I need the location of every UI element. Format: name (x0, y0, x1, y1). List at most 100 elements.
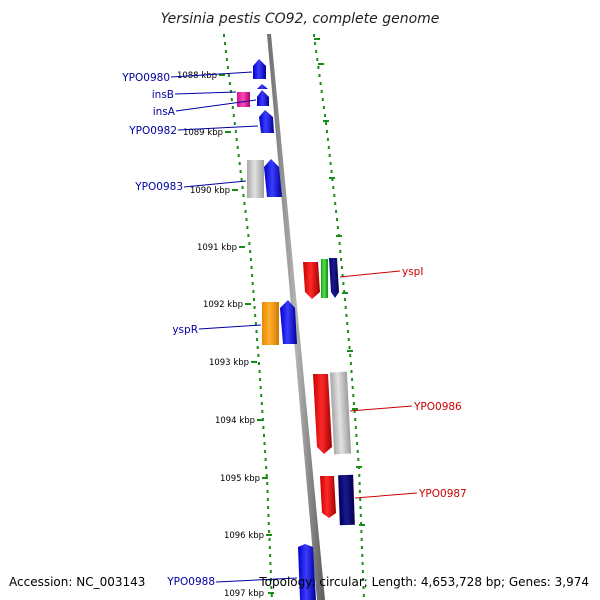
ring-dot (259, 378, 262, 381)
ring-dot (361, 570, 364, 573)
leader-line-insb (174, 91, 237, 95)
gene-ypo0987-red[interactable] (320, 476, 336, 518)
ring-dot (340, 258, 343, 261)
gene-insa[interactable] (237, 92, 250, 107)
gene-label-ypo0983[interactable]: YPO0983 (134, 181, 183, 193)
ring-dot (325, 122, 328, 125)
ring-dot (330, 170, 333, 173)
ring-dot (269, 554, 272, 557)
ring-dot (362, 594, 365, 597)
ring-dot (249, 250, 252, 253)
gene-label-insb[interactable]: insB (152, 89, 174, 101)
leader-line-ypo0982 (177, 125, 259, 131)
gene-yspi[interactable] (329, 258, 339, 298)
gene-label-yspr[interactable]: yspR (172, 324, 198, 336)
leader-line-yspi (339, 270, 401, 278)
accession-info: Accession: NC_003143 (9, 575, 145, 589)
scale-label: 1095 kbp (220, 474, 260, 484)
ring-dot (231, 106, 234, 109)
gene-yspi-red[interactable] (303, 262, 320, 299)
gene-label-insa[interactable]: insA (153, 106, 176, 118)
ring-dot (351, 386, 354, 389)
gene-ypo0986[interactable] (329, 371, 352, 455)
ring-dot (261, 410, 264, 413)
ring-dot (254, 322, 257, 325)
ring-dot (268, 530, 271, 533)
ring-dot (239, 170, 242, 173)
ring-dot (340, 266, 343, 269)
scale-labels: 1088 kbp 1089 kbp 1090 kbp 1091 kbp 1092… (177, 71, 264, 599)
ring-dot (362, 586, 365, 589)
gene-ypo0987[interactable] (338, 474, 355, 526)
gene-leader-lines (170, 71, 418, 583)
ring-dot (248, 242, 251, 245)
ring-dot (359, 498, 362, 501)
ring-dot (225, 58, 228, 61)
leader-line-ypo0988 (215, 577, 298, 583)
ring-dot (326, 130, 328, 133)
ring-dot (270, 594, 273, 597)
ring-dot (360, 538, 363, 541)
gene-yspi-green[interactable] (321, 259, 328, 298)
ring-dot (361, 554, 364, 557)
ring-dot (341, 274, 344, 277)
ring-dot (357, 458, 360, 461)
ring-dot (315, 50, 318, 53)
gene-ypo0982[interactable] (259, 110, 274, 133)
gene-ypo0983[interactable] (264, 159, 282, 197)
ring-dot (257, 354, 260, 357)
gene-ypo0988[interactable] (298, 544, 316, 600)
gene-ypo0983-gray[interactable] (247, 160, 264, 198)
ring-dot (339, 250, 342, 253)
gene-label-ypo0980[interactable]: YPO0980 (121, 72, 170, 84)
ring-dot (235, 138, 238, 141)
gene-label-ypo0986[interactable]: YPO0986 (413, 401, 462, 413)
ring-dot (260, 402, 263, 405)
gene-label-yspi[interactable]: yspI (402, 266, 423, 278)
gene-ypo0980[interactable] (253, 59, 266, 79)
ring-dot (336, 226, 339, 229)
ring-dot (336, 218, 338, 221)
ring-dot (256, 338, 259, 341)
ring-dot (267, 522, 270, 525)
ring-dot (331, 178, 334, 181)
leader-line-ypo0987 (354, 492, 418, 499)
right-dotted-ring (313, 34, 365, 597)
ring-dot (359, 514, 362, 517)
gene-label-ypo0988[interactable]: YPO0988 (166, 576, 215, 588)
leader-line-ypo0983 (183, 180, 247, 188)
ring-dot (258, 362, 260, 365)
ring-dot (318, 74, 321, 77)
gene-yspr[interactable] (280, 300, 297, 344)
ring-dot (324, 114, 326, 117)
ring-dot (347, 338, 350, 341)
ring-dot (232, 114, 235, 117)
gene-insb[interactable] (257, 84, 268, 89)
ring-dot (356, 450, 359, 453)
gene-yspr-orange[interactable] (262, 302, 279, 345)
ring-dot (353, 410, 356, 413)
ring-dot (247, 234, 250, 237)
ring-dot (253, 298, 255, 301)
ring-dot (241, 186, 244, 189)
ring-dot (236, 146, 239, 149)
ring-dot (268, 546, 271, 549)
ring-dot (230, 98, 233, 101)
ring-dot (361, 546, 363, 549)
ring-dot (334, 202, 337, 205)
ring-dot (255, 330, 258, 333)
ring-dot (254, 314, 257, 317)
ring-dot (228, 82, 231, 85)
ring-dot (327, 146, 330, 149)
ring-dot (358, 490, 361, 493)
gene-label-ypo0987[interactable]: YPO0987 (418, 488, 467, 500)
ring-dot (353, 402, 355, 405)
ring-dot (354, 426, 357, 429)
gene-insb-body[interactable] (257, 90, 269, 106)
ring-dot (267, 506, 270, 509)
gene-label-ypo0982[interactable]: YPO0982 (128, 125, 177, 137)
ring-dot (354, 418, 357, 421)
ring-dot (270, 586, 273, 589)
gene-ypo0986-red[interactable] (313, 374, 332, 454)
ring-dot (251, 274, 254, 277)
